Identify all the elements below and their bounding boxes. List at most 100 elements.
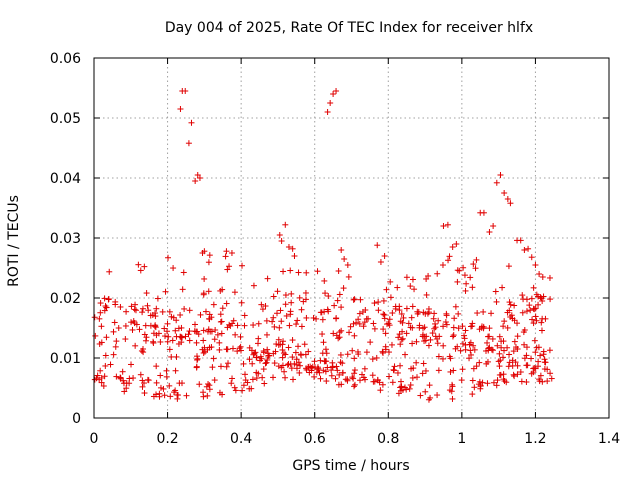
data-point [357, 296, 364, 303]
data-point [379, 348, 386, 355]
data-point [180, 269, 187, 276]
data-point [283, 312, 290, 319]
data-point [157, 384, 164, 391]
data-point [399, 328, 406, 335]
data-point [251, 350, 258, 357]
data-point [351, 355, 358, 362]
data-point [383, 286, 390, 293]
data-point [536, 378, 543, 385]
data-point [431, 325, 438, 332]
data-point [237, 333, 244, 340]
x-tick-label: 0.2 [156, 431, 178, 447]
data-point [144, 302, 151, 309]
data-point [471, 346, 478, 353]
data-point [223, 346, 230, 353]
data-point [239, 262, 246, 269]
data-point [434, 340, 441, 347]
data-point [495, 358, 502, 365]
data-point [186, 328, 193, 335]
data-point [454, 267, 461, 274]
data-point [130, 318, 137, 325]
data-point [374, 377, 381, 384]
data-point [153, 305, 160, 312]
data-point [370, 320, 377, 327]
data-point [123, 385, 130, 392]
data-point [282, 292, 289, 299]
data-point [398, 336, 405, 343]
data-point [508, 312, 515, 319]
data-point [278, 318, 285, 325]
data-point [458, 377, 465, 384]
data-point [497, 371, 504, 378]
data-point [128, 303, 135, 310]
data-point [242, 371, 249, 378]
data-point [449, 333, 456, 340]
data-point [430, 315, 437, 322]
data-point [137, 267, 144, 274]
data-point [217, 363, 224, 370]
data-point [345, 273, 352, 280]
data-point [507, 301, 514, 308]
data-point [546, 274, 553, 281]
data-point [177, 106, 184, 112]
y-tick-label: 0 [72, 411, 81, 427]
data-point [298, 352, 305, 359]
data-point [355, 316, 362, 323]
data-point [282, 351, 289, 358]
data-point [317, 357, 324, 364]
data-point [202, 308, 209, 315]
data-point [250, 322, 257, 329]
data-point [302, 351, 309, 358]
data-point [416, 324, 423, 331]
data-point [490, 223, 497, 229]
data-point [429, 330, 436, 337]
data-point [409, 374, 416, 381]
data-point [293, 356, 300, 363]
data-point [517, 369, 524, 376]
data-point [262, 360, 269, 367]
data-point [394, 369, 401, 376]
data-point [426, 382, 433, 389]
data-point [279, 354, 286, 361]
data-point [532, 313, 539, 320]
data-point [162, 288, 169, 295]
data-point [323, 350, 330, 357]
data-point [333, 88, 340, 94]
data-point [461, 272, 468, 279]
data-point [274, 288, 281, 295]
data-point [474, 310, 481, 317]
data-point [398, 310, 405, 317]
data-point [377, 259, 384, 265]
data-point [208, 344, 215, 351]
data-point [216, 346, 223, 353]
data-point [399, 386, 406, 393]
data-point [186, 337, 193, 344]
x-tick-label: 0.8 [377, 431, 399, 447]
data-point [333, 315, 340, 322]
y-tick-label: 0.02 [50, 291, 81, 307]
data-point [546, 347, 553, 354]
data-point [181, 305, 188, 312]
data-point [260, 349, 267, 356]
data-point [224, 266, 231, 273]
data-point [469, 377, 476, 384]
data-point [129, 326, 136, 333]
data-point [335, 335, 342, 342]
data-point [470, 365, 477, 372]
data-point [519, 309, 526, 316]
data-point [172, 367, 179, 374]
data-point [462, 327, 469, 334]
data-point [296, 369, 303, 376]
data-point [324, 364, 331, 371]
data-point [216, 339, 223, 346]
data-point [161, 392, 168, 399]
data-point [331, 302, 338, 309]
data-point [307, 363, 314, 370]
data-point [519, 292, 526, 299]
data-point [132, 301, 139, 308]
data-point [302, 289, 309, 296]
data-point [467, 347, 474, 354]
data-point [470, 342, 477, 349]
data-point [422, 367, 429, 374]
data-point [435, 317, 442, 324]
